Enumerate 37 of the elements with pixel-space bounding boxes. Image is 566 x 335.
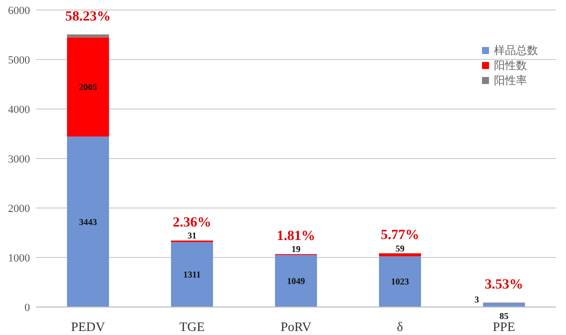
bar	[171, 242, 213, 307]
y-tick-label: 0	[24, 302, 30, 314]
y-tick-label: 6000	[8, 5, 30, 17]
bar	[67, 136, 109, 307]
bar	[67, 34, 109, 38]
x-tick-label: PEDV	[71, 319, 106, 334]
data-label: 3.53%	[484, 277, 524, 292]
data-label: 2005	[79, 82, 98, 92]
data-label: 3443	[79, 216, 98, 227]
data-label: 85	[500, 311, 509, 321]
legend-label: 阳性数	[494, 60, 527, 72]
data-label: 1311	[183, 270, 202, 280]
data-label: 59	[396, 243, 405, 254]
data-label: 19	[292, 244, 301, 254]
legend-label: 样品总数	[494, 44, 538, 57]
x-tick-label: PoRV	[280, 319, 312, 334]
data-label: 1023	[391, 276, 410, 287]
data-label: 58.23%	[65, 9, 111, 24]
y-tick-label: 5000	[8, 54, 30, 66]
data-label: 1.81%	[276, 229, 316, 244]
y-tick-label: 3000	[8, 154, 30, 166]
x-tick-label: δ	[396, 319, 404, 334]
y-tick-label: 1000	[8, 252, 30, 264]
data-label: 5.77%	[380, 228, 420, 244]
bar	[379, 253, 421, 256]
bar	[379, 256, 421, 307]
data-label: 31	[188, 230, 197, 241]
data-label: 3	[474, 294, 480, 305]
x-tick-label: TGE	[179, 319, 205, 334]
legend-label: 阳性率	[494, 74, 527, 87]
y-tick-label: 4000	[8, 104, 30, 116]
bar	[67, 37, 109, 137]
bar	[275, 255, 317, 307]
data-label: 2.36%	[172, 215, 212, 230]
data-label: 1049	[287, 276, 306, 286]
y-tick-label: 2000	[8, 203, 30, 215]
x-tick-label: PPE	[492, 319, 516, 334]
